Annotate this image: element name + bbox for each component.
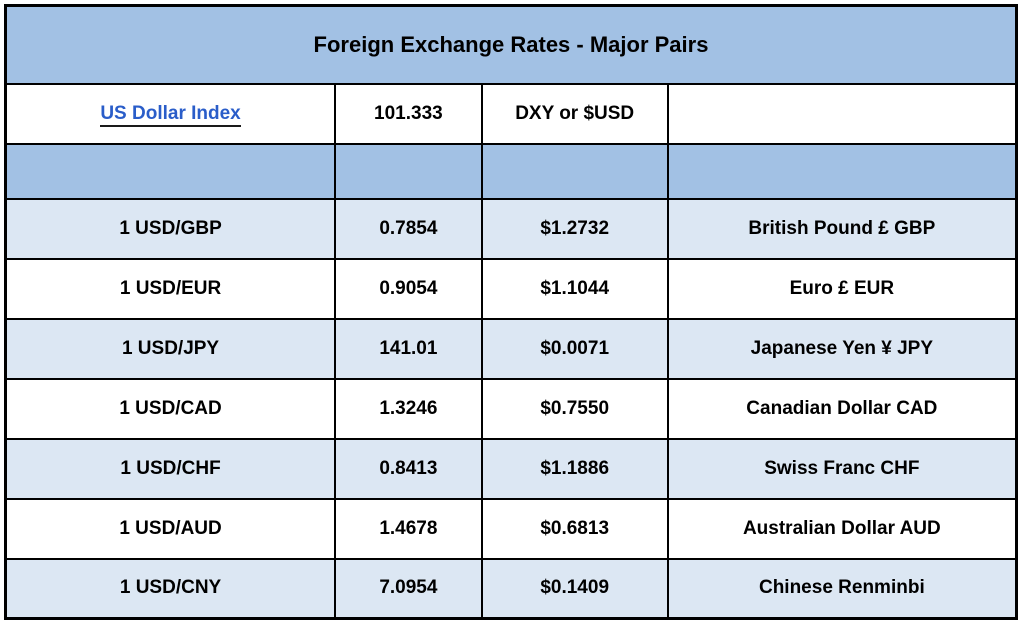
pair-cell: 1 USD/GBP <box>4 197 337 260</box>
usd-value-cell: $0.6813 <box>480 497 669 560</box>
spacer-cell <box>334 142 483 200</box>
usd-index-value: 101.333 <box>334 82 483 145</box>
table-row-gbp: 1 USD/GBP 0.7854 $1.2732 British Pound £… <box>4 197 1018 260</box>
table-title: Foreign Exchange Rates - Major Pairs <box>4 4 1018 85</box>
usd-value-cell: $0.7550 <box>480 377 669 440</box>
currency-cell: Euro £ EUR <box>666 257 1018 320</box>
table-title-row: Foreign Exchange Rates - Major Pairs <box>4 4 1018 85</box>
pair-cell: 1 USD/CHF <box>4 437 337 500</box>
currency-cell: Japanese Yen ¥ JPY <box>666 317 1018 380</box>
table-row-chf: 1 USD/CHF 0.8413 $1.1886 Swiss Franc CHF <box>4 437 1018 500</box>
usd-value-cell: $0.0071 <box>480 317 669 380</box>
rate-cell: 1.3246 <box>334 377 483 440</box>
rate-cell: 141.01 <box>334 317 483 380</box>
table-row-cny: 1 USD/CNY 7.0954 $0.1409 Chinese Renminb… <box>4 557 1018 620</box>
usd-index-row: US Dollar Index 101.333 DXY or $USD <box>4 82 1018 145</box>
usd-index-symbol: DXY or $USD <box>480 82 669 145</box>
pair-cell: 1 USD/EUR <box>4 257 337 320</box>
rate-cell: 7.0954 <box>334 557 483 620</box>
pair-cell: 1 USD/JPY <box>4 317 337 380</box>
pair-cell: 1 USD/CNY <box>4 557 337 620</box>
table-row-jpy: 1 USD/JPY 141.01 $0.0071 Japanese Yen ¥ … <box>4 317 1018 380</box>
spacer-cell <box>666 142 1018 200</box>
currency-cell: Chinese Renminbi <box>666 557 1018 620</box>
spacer-cell <box>4 142 337 200</box>
spacer-cell <box>480 142 669 200</box>
usd-index-label-cell: US Dollar Index <box>4 82 337 145</box>
fx-rates-table: Foreign Exchange Rates - Major Pairs US … <box>4 4 1018 620</box>
usd-value-cell: $1.1886 <box>480 437 669 500</box>
spacer-row <box>4 142 1018 200</box>
usd-index-link[interactable]: US Dollar Index <box>100 102 241 127</box>
rate-cell: 0.7854 <box>334 197 483 260</box>
pair-cell: 1 USD/AUD <box>4 497 337 560</box>
table-row-cad: 1 USD/CAD 1.3246 $0.7550 Canadian Dollar… <box>4 377 1018 440</box>
rate-cell: 0.9054 <box>334 257 483 320</box>
rate-cell: 1.4678 <box>334 497 483 560</box>
usd-value-cell: $0.1409 <box>480 557 669 620</box>
usd-value-cell: $1.2732 <box>480 197 669 260</box>
pair-cell: 1 USD/CAD <box>4 377 337 440</box>
currency-cell: Swiss Franc CHF <box>666 437 1018 500</box>
usd-index-note <box>666 82 1018 145</box>
currency-cell: Canadian Dollar CAD <box>666 377 1018 440</box>
usd-value-cell: $1.1044 <box>480 257 669 320</box>
currency-cell: Australian Dollar AUD <box>666 497 1018 560</box>
rate-cell: 0.8413 <box>334 437 483 500</box>
table-row-aud: 1 USD/AUD 1.4678 $0.6813 Australian Doll… <box>4 497 1018 560</box>
currency-cell: British Pound £ GBP <box>666 197 1018 260</box>
table-row-eur: 1 USD/EUR 0.9054 $1.1044 Euro £ EUR <box>4 257 1018 320</box>
